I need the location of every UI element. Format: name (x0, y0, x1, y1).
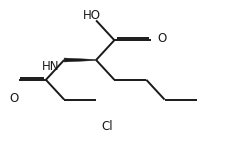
Polygon shape (64, 58, 96, 62)
Text: O: O (158, 32, 167, 45)
Text: HN: HN (42, 60, 60, 73)
Text: HO: HO (82, 9, 100, 22)
Text: Cl: Cl (102, 120, 113, 133)
Text: O: O (9, 92, 19, 105)
